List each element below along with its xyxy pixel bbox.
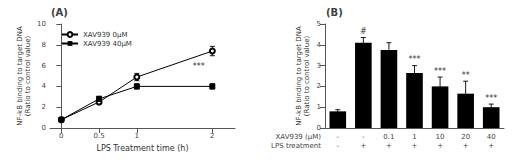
svg-text:10: 10 bbox=[37, 20, 46, 28]
svg-text:6: 6 bbox=[42, 62, 47, 70]
svg-text:20: 20 bbox=[461, 133, 470, 141]
svg-text:3: 3 bbox=[317, 62, 321, 70]
svg-text:+: + bbox=[360, 142, 366, 150]
svg-text:+: + bbox=[488, 142, 494, 150]
svg-text:+: + bbox=[463, 142, 469, 150]
svg-text:8: 8 bbox=[42, 41, 46, 49]
svg-text:0: 0 bbox=[317, 124, 321, 132]
svg-text:1: 1 bbox=[317, 103, 321, 111]
svg-text:**: ** bbox=[462, 71, 470, 80]
svg-text:LPS Treatment time (h): LPS Treatment time (h) bbox=[96, 144, 188, 153]
svg-text:(Ratio to control value): (Ratio to control value) bbox=[303, 35, 311, 116]
svg-text:XAV939 40μM: XAV939 40μM bbox=[83, 40, 132, 48]
svg-text:-: - bbox=[337, 142, 340, 150]
svg-text:(Ratio to control value): (Ratio to control value) bbox=[24, 35, 32, 116]
svg-text:(B): (B) bbox=[326, 7, 343, 18]
svg-text:+: + bbox=[412, 142, 418, 150]
svg-text:XAV939 (μM): XAV939 (μM) bbox=[276, 133, 322, 141]
svg-text:***: *** bbox=[485, 94, 497, 103]
svg-text:0.1: 0.1 bbox=[383, 133, 394, 141]
svg-text:4: 4 bbox=[42, 82, 47, 90]
svg-text:***: *** bbox=[409, 55, 421, 64]
svg-text:***: *** bbox=[434, 67, 446, 76]
svg-text:+: + bbox=[437, 142, 443, 150]
svg-text:1: 1 bbox=[135, 132, 139, 140]
svg-text:5: 5 bbox=[317, 20, 321, 28]
svg-text:0: 0 bbox=[59, 132, 63, 140]
svg-text:2: 2 bbox=[317, 82, 321, 90]
svg-text:-: - bbox=[337, 133, 340, 141]
svg-text:***: *** bbox=[193, 62, 205, 71]
svg-text:0: 0 bbox=[42, 124, 46, 132]
svg-text:4: 4 bbox=[317, 41, 322, 49]
svg-text:2: 2 bbox=[42, 103, 46, 111]
svg-text:40: 40 bbox=[487, 133, 496, 141]
svg-text:NF-kB binding to target DNA: NF-kB binding to target DNA bbox=[16, 26, 24, 126]
svg-text:LPS treatment: LPS treatment bbox=[271, 142, 321, 150]
svg-text:XAV939 0μM: XAV939 0μM bbox=[83, 31, 127, 39]
svg-text:1: 1 bbox=[412, 133, 416, 141]
svg-text:#: # bbox=[360, 27, 367, 36]
svg-text:0.5: 0.5 bbox=[94, 132, 105, 140]
svg-text:2: 2 bbox=[210, 132, 214, 140]
svg-text:10: 10 bbox=[436, 133, 445, 141]
svg-text:+: + bbox=[386, 142, 392, 150]
svg-text:NF-kB binding to target DNA: NF-kB binding to target DNA bbox=[295, 26, 303, 126]
svg-text:-: - bbox=[362, 133, 365, 141]
svg-text:(A): (A) bbox=[51, 7, 68, 18]
